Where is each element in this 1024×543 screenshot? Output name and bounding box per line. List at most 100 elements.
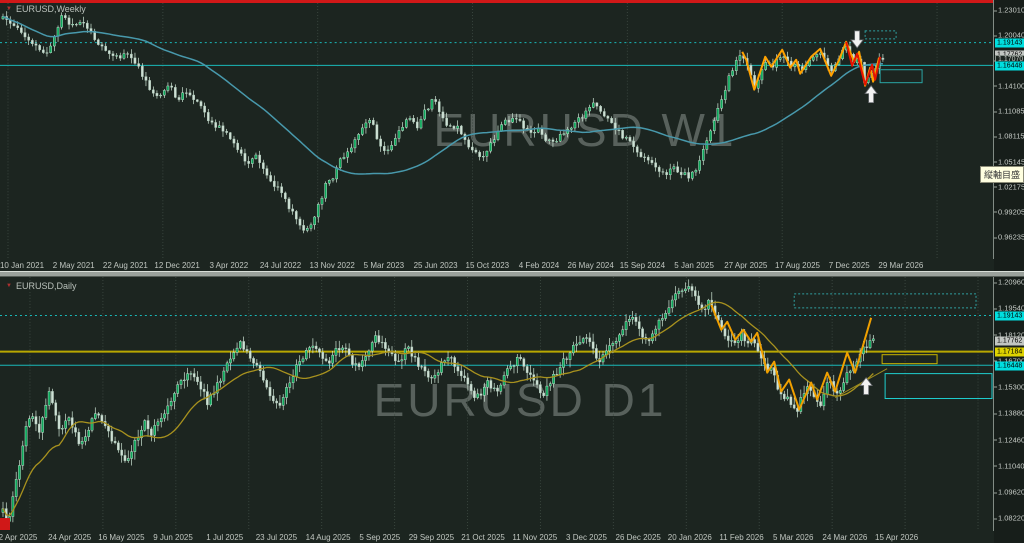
price-tag-grey: 1.17762	[995, 336, 1024, 346]
bear-candles	[5, 15, 885, 231]
up-arrow[interactable]	[864, 85, 878, 104]
price-tag-cyan: 1.19143	[995, 38, 1024, 48]
date-tick-label: 10 Jan 2021	[0, 261, 45, 270]
date-tick-label: 12 Dec 2021	[154, 261, 200, 270]
bear-candles	[4, 286, 869, 522]
date-tick-label: 11 Feb 2026	[719, 533, 764, 542]
drawn-rectangle[interactable]	[881, 354, 938, 365]
price-tick-label: 1.19540	[993, 303, 1024, 313]
date-tick-label: 22 Aug 2021	[102, 261, 148, 270]
price-tag-cyan: 1.16448	[995, 61, 1024, 71]
grid-lines	[7, 0, 938, 259]
daily-chart-title-label: EURUSD,Daily	[15, 281, 77, 291]
drawn-rectangle[interactable]	[879, 69, 923, 84]
date-tick-label: 24 Mar 2026	[822, 533, 868, 542]
date-tick-label: 1 Jul 2025	[206, 533, 244, 542]
price-tick-label: 1.14100	[993, 81, 1024, 90]
date-tick-label: 24 Apr 2025	[48, 533, 92, 542]
price-tick-label: 1.20040	[993, 30, 1024, 40]
date-tick-label: 3 Dec 2025	[566, 533, 607, 542]
price-tick-label: 1.15300	[993, 382, 1024, 392]
drawn-rectangle[interactable]	[864, 30, 897, 40]
price-tag-cyan: 1.16448	[995, 361, 1024, 371]
daily-chart-area[interactable]: EURUSD D1 ▼ EURUSD,Daily	[0, 277, 994, 532]
weekly-alert-top-bar	[0, 0, 993, 3]
zigzag-line[interactable]	[845, 41, 882, 86]
price-tick-label: 1.11040	[994, 461, 1024, 471]
weekly-chart-area[interactable]: EURUSD W1 ▼ EURUSD,Weekly	[0, 0, 994, 260]
bull-candles	[1, 15, 881, 231]
price-tick-label: 1.08220	[993, 513, 1024, 523]
drawn-rectangle[interactable]	[793, 293, 977, 309]
price-tick-label: 1.11085	[994, 106, 1024, 116]
price-tick-label: 1.20960	[993, 277, 1024, 287]
drawn-rectangle[interactable]	[884, 373, 993, 400]
daily-chart-title[interactable]: ▼ EURUSD,Daily	[6, 281, 76, 291]
date-tick-label: 3 Apr 2022	[209, 261, 249, 270]
weekly-time-axis[interactable]: 10 Jan 2021 2 May 2021 22 Aug 2021 12 Dec 2…	[0, 259, 994, 271]
date-tick-label: 29 Sep 2025	[408, 533, 455, 542]
date-tick-label: 27 Apr 2025	[724, 261, 768, 270]
date-tick-label: 5 Jan 2025	[674, 261, 714, 270]
chart-dropdown-icon[interactable]: ▼	[6, 5, 12, 12]
panel-eurusd-weekly: EURUSD W1 ▼ EURUSD,Weekly 1.23010 1.20040…	[0, 0, 1024, 271]
down-arrow[interactable]	[850, 30, 864, 49]
date-tick-label: 5 Mar 2023	[363, 261, 405, 270]
date-tick-label: 25 Jun 2023	[413, 261, 458, 270]
weekly-watermark: EURUSD W1	[433, 104, 737, 156]
date-tick-label: 15 Apr 2026	[875, 533, 919, 542]
date-tick-label: 2 Apr 2025	[0, 533, 38, 542]
daily-price-axis[interactable]: 1.209601.195401.181201.167001.153001.138…	[993, 277, 1024, 543]
price-tick-label: 1.05145	[993, 157, 1024, 166]
price-tag-grey: 1.17762	[995, 50, 1024, 59]
daily-time-axis[interactable]: 2 Apr 2025 24 Apr 2025 16 May 2025 9 Jun 20…	[0, 531, 994, 543]
weekly-chart-title[interactable]: ▼ EURUSD,Weekly	[6, 4, 86, 14]
price-tick-label: 1.18120	[993, 330, 1024, 340]
panel-eurusd-daily: EURUSD D1 ▼ EURUSD,Daily 1.20960 1.19540 1…	[0, 277, 1024, 543]
price-tick-label: 1.09620	[993, 487, 1024, 497]
moving-average-line[interactable]	[2, 15, 883, 175]
date-tick-label: 26 May 2024	[567, 261, 614, 270]
axis-scale-tooltip: 縦軸目盛	[979, 166, 1024, 183]
weekly-candlestick-chart[interactable]	[0, 0, 993, 259]
weekly-chart-title-label: EURUSD,Weekly	[15, 4, 86, 14]
date-tick-label: 16 May 2025	[98, 533, 145, 542]
date-tick-label: 15 Oct 2023	[465, 261, 510, 270]
date-tick-label: 5 Sep 2025	[359, 533, 401, 542]
price-tick-label: 1.23010	[993, 5, 1024, 15]
chart-dropdown-icon[interactable]: ▼	[6, 282, 12, 289]
date-tick-label: 15 Sep 2024	[619, 261, 666, 270]
date-tick-label: 5 Mar 2026	[772, 533, 814, 542]
price-tick-label: 1.08115	[994, 131, 1024, 141]
up-arrow[interactable]	[859, 376, 873, 395]
date-tick-label: 4 Feb 2024	[518, 261, 560, 270]
price-tick-label: 0.96235	[993, 232, 1024, 242]
panel-separator[interactable]	[0, 271, 1024, 277]
price-tag-yellow: 1.17184	[995, 347, 1024, 357]
price-tick-label: 1.13880	[993, 408, 1024, 418]
daily-watermark: EURUSD D1	[373, 374, 667, 426]
date-tick-label: 23 Jul 2025	[255, 533, 298, 542]
zigzag-line[interactable]	[834, 368, 888, 398]
bull-candles	[1, 286, 875, 522]
price-tick-label: 1.02175	[993, 182, 1024, 192]
date-tick-label: 29 Mar 2026	[878, 261, 924, 270]
price-tick-label: 1.12460	[993, 435, 1024, 444]
zigzag-line[interactable]	[710, 304, 873, 411]
date-tick-label: 17 Aug 2025	[775, 261, 820, 270]
weekly-price-axis[interactable]: 1.230101.200401.170701.141001.110851.081…	[993, 0, 1024, 271]
date-tick-label: 26 Dec 2025	[615, 533, 661, 542]
date-tick-label: 2 May 2021	[52, 261, 95, 270]
red-marker	[0, 518, 10, 531]
date-tick-label: 21 Oct 2025	[461, 533, 505, 542]
moving-average-line[interactable]	[2, 301, 874, 517]
price-tick-label: 0.99205	[993, 207, 1024, 217]
daily-candlestick-chart[interactable]	[0, 277, 993, 531]
date-tick-label: 9 Jun 2025	[153, 533, 193, 542]
candle-wicks	[2, 11, 884, 234]
date-tick-label: 13 Nov 2022	[309, 261, 355, 270]
date-tick-label: 24 Jul 2022	[259, 261, 302, 270]
price-tag-cyan: 1.19143	[995, 311, 1024, 321]
date-tick-label: 11 Nov 2025	[512, 533, 558, 542]
date-tick-label: 14 Aug 2025	[305, 533, 351, 542]
